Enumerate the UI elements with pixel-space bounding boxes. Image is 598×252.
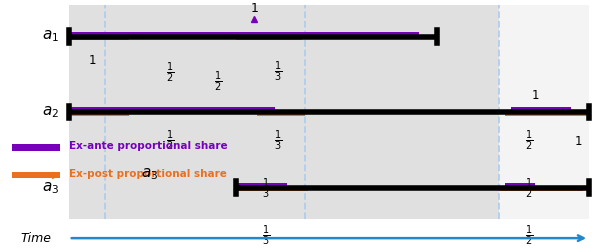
Text: $\frac{1}{2}$: $\frac{1}{2}$	[525, 224, 533, 248]
Text: 1: 1	[89, 54, 96, 67]
Text: $\frac{1}{2}$: $\frac{1}{2}$	[166, 61, 175, 85]
Text: $\frac{1}{3}$: $\frac{1}{3}$	[262, 177, 270, 201]
Bar	[257, 112, 305, 116]
Text: Ex-post proportional share: Ex-post proportional share	[69, 169, 227, 179]
Text: $\frac{1}{3}$: $\frac{1}{3}$	[274, 129, 282, 153]
Text: $\frac{1}{2}$: $\frac{1}{2}$	[525, 129, 533, 153]
Bar	[69, 5, 589, 219]
Bar	[69, 112, 129, 116]
Text: $\frac{1}{2}$: $\frac{1}{2}$	[525, 177, 533, 201]
Bar	[511, 107, 571, 111]
Text: $a_1$: $a_1$	[42, 29, 59, 44]
Bar	[69, 37, 129, 40]
Text: $a_3$: $a_3$	[141, 166, 158, 182]
Bar	[69, 107, 275, 111]
Text: $\frac{1}{2}$: $\frac{1}{2}$	[166, 129, 175, 153]
Text: 1: 1	[250, 2, 258, 15]
Bar	[12, 172, 60, 178]
Bar	[236, 188, 308, 192]
Bar	[12, 144, 60, 151]
Bar	[69, 5, 499, 219]
Text: $\frac{1}{2}$: $\frac{1}{2}$	[214, 70, 222, 94]
Bar	[69, 32, 419, 35]
Bar	[236, 183, 287, 186]
Bar	[505, 112, 589, 116]
Bar	[505, 183, 535, 186]
Text: 1: 1	[575, 135, 582, 148]
Text: $\frac{1}{3}$: $\frac{1}{3}$	[262, 224, 270, 248]
Bar	[499, 188, 583, 192]
Text: $a_2$: $a_2$	[42, 104, 59, 120]
Text: Ex-ante proportional share: Ex-ante proportional share	[69, 141, 227, 151]
Text: Time: Time	[20, 232, 51, 245]
Text: 1: 1	[532, 89, 539, 102]
Bar	[236, 37, 302, 40]
Text: $a_3$: $a_3$	[42, 180, 59, 196]
Text: $\frac{1}{3}$: $\frac{1}{3}$	[274, 60, 282, 84]
